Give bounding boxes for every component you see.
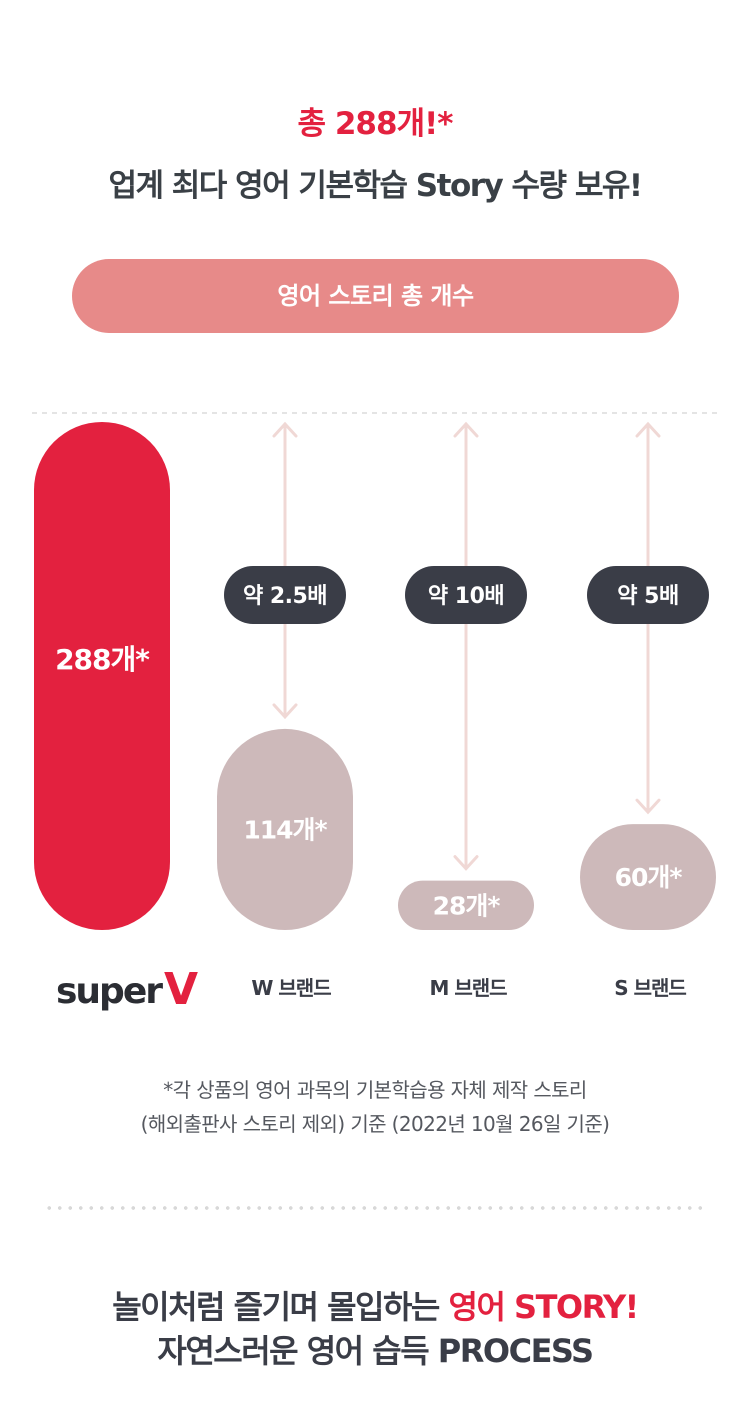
bar-superv [34,422,170,930]
headline-total: 총 288개!* [297,106,454,142]
ratio-pill-m [405,566,527,624]
ratio-pill-s [587,566,709,624]
category-label-m: M 브랜드 [429,976,507,1000]
bar-m [398,880,534,930]
arrow-head-up-w [272,421,298,438]
footnote-line-1: *각 상품의 영어 과목의 기본학습용 자체 제작 스토리 [163,1078,587,1102]
chart-title-banner: 영어 스토리 총 개수 [72,259,679,333]
bottom-headline-prefix: 놀이처럼 즐기며 몰입하는 [112,1288,449,1326]
bottom-headline-1: 놀이처럼 즐기며 몰입하는 영어 STORY! [0,1282,750,1328]
ratio-label-s: 약 5배 [617,584,678,609]
footnote-line-2: (해외출판사 스토리 제외) 기준 (2022년 10월 26일 기준) [140,1112,610,1136]
arrow-head-down-s [635,798,661,815]
bottom-headline-accent: 영어 STORY! [448,1288,640,1326]
story-count-chart: 288개* super V 약 2.5배 114개* W 브랜드 약 10배 28개* M 브랜… [32,412,718,1015]
arrow-head-down-m [453,855,479,871]
footnote: *각 상품의 영어 과목의 기본학습용 자체 제작 스토리 (해외출판사 스토리… [0,1073,750,1141]
ratio-label-w: 약 2.5배 [243,584,327,609]
bar-value-label-m: 28개* [433,891,501,920]
headline-subtitle: 업계 최다 영어 기본학습 Story 수량 보유! [108,168,643,204]
arrow-head-up-m [453,421,479,438]
bar-value-label-w: 114개* [243,815,327,844]
bar-w [217,728,353,930]
category-label-v-mark: V [164,964,198,1015]
bar-value-label-superv: 288개* [55,643,150,676]
category-label-s: S 브랜드 [614,976,686,1000]
bottom-headline-2: 자연스러운 영어 습득 PROCESS [157,1332,594,1370]
arrow-head-up-s [635,421,661,438]
dotted-divider [44,1206,706,1210]
category-label-w: W 브랜드 [251,976,331,1000]
arrow-head-down-w [272,703,298,720]
bar-s [580,824,716,930]
bar-value-label-s: 60개* [615,863,683,892]
category-label-supperv: super [56,971,163,1012]
ratio-label-m: 약 10배 [428,584,504,609]
ratio-pill-w [224,566,346,624]
